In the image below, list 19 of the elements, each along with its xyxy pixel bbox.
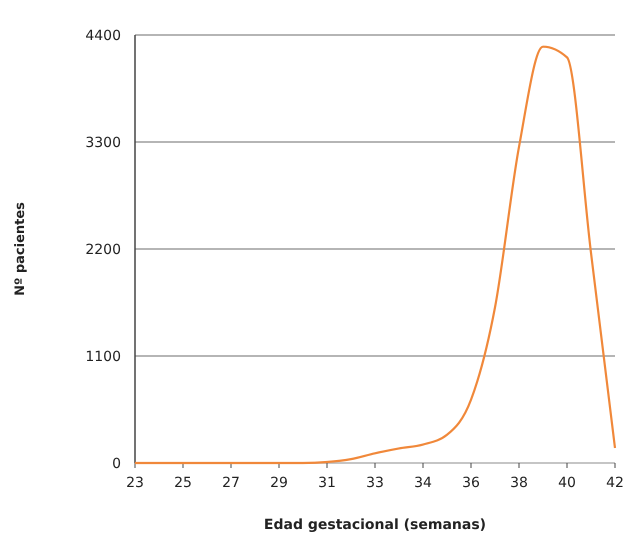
y-tick-label: 0 [112, 456, 121, 472]
x-tick-label: 36 [462, 475, 480, 491]
x-tick-label: 34 [414, 475, 432, 491]
x-tick-label: 42 [606, 475, 624, 491]
x-tick-label: 40 [558, 475, 576, 491]
y-tick-label: 1100 [85, 348, 121, 365]
y-axis-title: Nº pacientes [13, 202, 28, 296]
x-axis-title: Edad gestacional (semanas) [264, 517, 486, 533]
y-tick-label: 3300 [85, 134, 121, 151]
x-tick-label: 29 [270, 475, 288, 491]
x-tick-label: 38 [510, 475, 528, 491]
x-tick-label: 25 [174, 475, 192, 491]
x-tick-label: 27 [222, 475, 240, 491]
x-tick-label: 33 [366, 475, 384, 491]
y-tick-label: 2200 [85, 242, 121, 258]
x-tick-label: 23 [126, 475, 144, 491]
line-series [134, 46, 616, 464]
x-tick-label: 31 [318, 475, 336, 491]
y-tick-label: 4400 [85, 28, 121, 44]
